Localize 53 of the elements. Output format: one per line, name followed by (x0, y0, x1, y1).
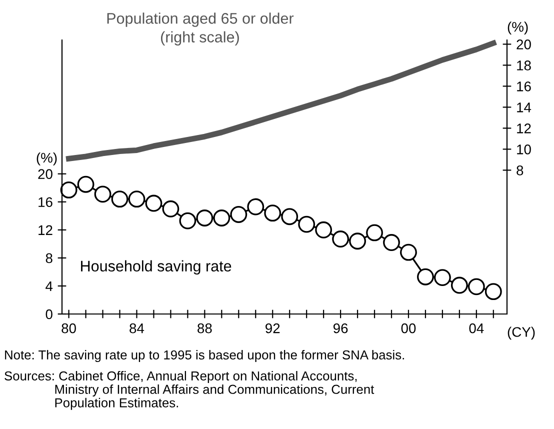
y-tick-label: 8 (46, 253, 52, 264)
point (77, 176, 94, 193)
x-tick-label: 04 (469, 323, 484, 334)
text: Note: The saving rate up to 1995 is based upon the former SNA basis. (5, 350, 404, 362)
point (247, 198, 264, 216)
y2-tick-label: 8 (516, 166, 524, 176)
y2-tick-label: 10 (517, 144, 531, 154)
text: Household saving rate (81, 260, 232, 275)
point (383, 234, 400, 251)
point (128, 190, 146, 208)
y2-tick-label: 14 (517, 102, 532, 112)
x-tick-label: 96 (333, 323, 348, 334)
point (60, 181, 78, 198)
point (366, 224, 383, 242)
point (450, 276, 468, 294)
point (298, 216, 316, 233)
x-tick-label: 88 (198, 323, 212, 334)
point (417, 268, 434, 286)
y-tick-label: 20 (38, 169, 52, 180)
x-tick-label: 00 (401, 323, 416, 334)
y2-axis-title: (%) (508, 22, 528, 35)
text: Population aged 65 or older (right scale) (107, 12, 294, 46)
source-note: Sources: Cabinet Office, Annual Report on National Accounts, Ministry of Internal Affairs and Communications, Current Population Estimates. (4, 371, 374, 410)
point (213, 210, 230, 226)
point (434, 269, 451, 286)
y-axis-title: (%) (36, 152, 57, 166)
point (111, 190, 128, 208)
point (349, 232, 366, 250)
x-tick-label: 80 (62, 323, 76, 334)
y2-tick-label: 12 (517, 124, 531, 134)
point (196, 210, 214, 226)
point (179, 212, 196, 230)
point (162, 200, 180, 218)
point (281, 208, 298, 226)
y-tick-label: 4 (46, 281, 53, 291)
x-tick-label: 92 (266, 323, 280, 334)
x-axis-title: (CY) (508, 326, 535, 340)
y2-tick-label: 18 (517, 60, 531, 70)
point (264, 204, 282, 222)
y-tick-label: 12 (38, 225, 52, 235)
y-tick-label: 0 (46, 309, 52, 320)
point (145, 194, 162, 212)
point (400, 244, 417, 261)
point (484, 283, 502, 300)
point (315, 221, 332, 238)
y2-tick-label: 16 (517, 82, 531, 92)
point (94, 186, 112, 203)
y-tick-label: 16 (38, 197, 52, 208)
point (230, 206, 248, 223)
point (332, 230, 350, 248)
point (468, 278, 485, 296)
x-tick-label: 84 (130, 323, 144, 334)
y2-tick-label: 20 (516, 40, 531, 50)
